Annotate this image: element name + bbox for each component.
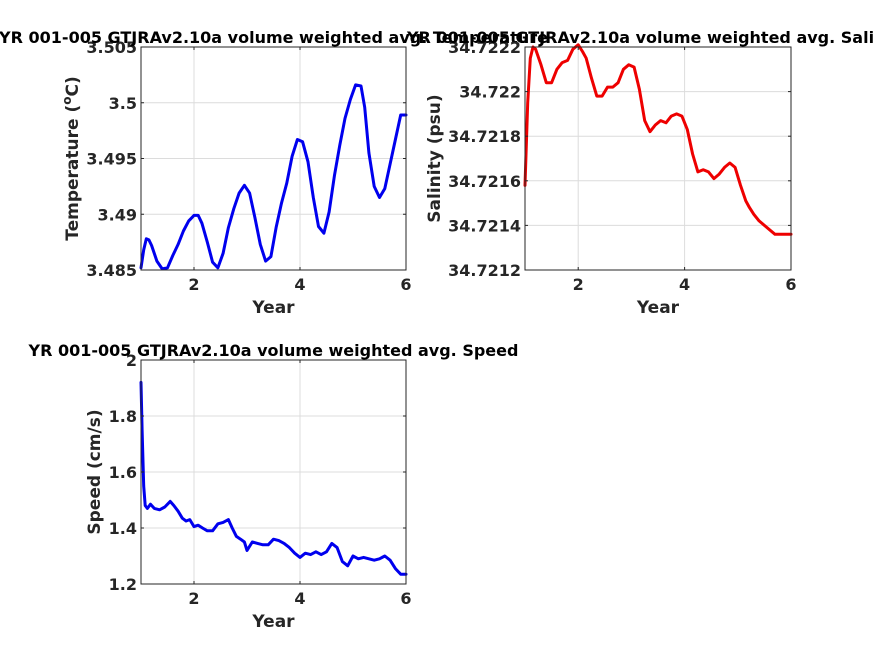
salinity-chart: 2 4 6 34.7212 34.7214 34.7216 34.7218 34.722 34.… <box>406 28 875 318</box>
speed-chart-title: YR 001-005 GTJRAv2.10a volume weighted a… <box>28 341 519 360</box>
temperature-chart: 2 4 6 3.485 3.49 3.495 3.5 3.505 YR 001-005 GTJ… <box>0 28 548 318</box>
speed-tick-labels: 2 4 6 1.2 1.4 1.6 1.8 2 <box>109 351 412 608</box>
salinity-ytick-label-0: 34.7212 <box>448 261 521 280</box>
temperature-chart-title: YR 001-005 GTJRAv2.10a volume weighted a… <box>0 28 548 47</box>
speed-grid <box>141 359 407 585</box>
salinity-ytick-label-3: 34.7218 <box>448 127 521 146</box>
speed-ytick-label-3: 1.8 <box>109 407 137 426</box>
speed-ytick-label-0: 1.2 <box>109 575 137 594</box>
salinity-series-line <box>523 43 793 236</box>
speed-xtick-label-2: 6 <box>400 589 411 608</box>
salinity-ytick-label-4: 34.722 <box>459 83 521 102</box>
temperature-x-axis-label: Year <box>251 298 295 318</box>
salinity-x-axis-label: Year <box>636 298 680 318</box>
temperature-ytick-label-3: 3.5 <box>109 94 137 113</box>
temperature-ytick-label-2: 3.495 <box>86 150 137 169</box>
speed-xtick-label-0: 2 <box>188 589 199 608</box>
speed-ytick-label-1: 1.4 <box>109 519 137 538</box>
speed-chart: 2 4 6 1.2 1.4 1.6 1.8 2 YR 001-005 GTJRAv2.10a … <box>28 341 519 632</box>
salinity-ytick-label-1: 34.7214 <box>448 216 521 235</box>
salinity-ytick-label-5: 34.7222 <box>448 38 521 57</box>
temperature-series-line <box>139 83 408 271</box>
temperature-y-label-part1: Temperature ( <box>63 105 83 241</box>
temperature-ytick-label-1: 3.49 <box>98 205 137 224</box>
salinity-ytick-label-2: 34.7216 <box>448 172 521 191</box>
temperature-y-axis-label: Temperature (oC) <box>60 76 83 240</box>
temperature-tick-labels: 2 4 6 3.485 3.49 3.495 3.5 3.505 <box>86 38 411 294</box>
salinity-tick-labels: 2 4 6 34.7212 34.7214 34.7216 34.7218 34.722 34.… <box>448 38 796 294</box>
speed-ytick-label-2: 1.6 <box>109 463 137 482</box>
speed-series-line <box>139 380 408 576</box>
salinity-xtick-label-2: 6 <box>785 275 796 294</box>
temperature-xtick-label-2: 6 <box>400 275 411 294</box>
speed-x-axis-label: Year <box>251 612 295 632</box>
salinity-grid <box>525 46 792 271</box>
temperature-xtick-label-0: 2 <box>188 275 199 294</box>
salinity-y-axis-label: Salinity (psu) <box>425 94 445 222</box>
temperature-ytick-label-4: 3.505 <box>86 38 137 57</box>
temperature-xtick-label-1: 4 <box>294 275 305 294</box>
speed-y-axis-label: Speed (cm/s) <box>85 409 105 534</box>
speed-xtick-label-1: 4 <box>294 589 305 608</box>
temperature-y-label-part2: C) <box>63 76 83 96</box>
temperature-ytick-label-0: 3.485 <box>86 261 137 280</box>
speed-ytick-label-4: 2 <box>126 351 137 370</box>
temperature-y-label-degree: o <box>60 97 74 105</box>
salinity-plot-frame <box>524 46 792 271</box>
salinity-xtick-label-1: 4 <box>679 275 690 294</box>
salinity-xtick-label-0: 2 <box>573 275 584 294</box>
salinity-chart-title: YR 001-005 GTJRAv2.10a volume weighted a… <box>406 28 875 47</box>
